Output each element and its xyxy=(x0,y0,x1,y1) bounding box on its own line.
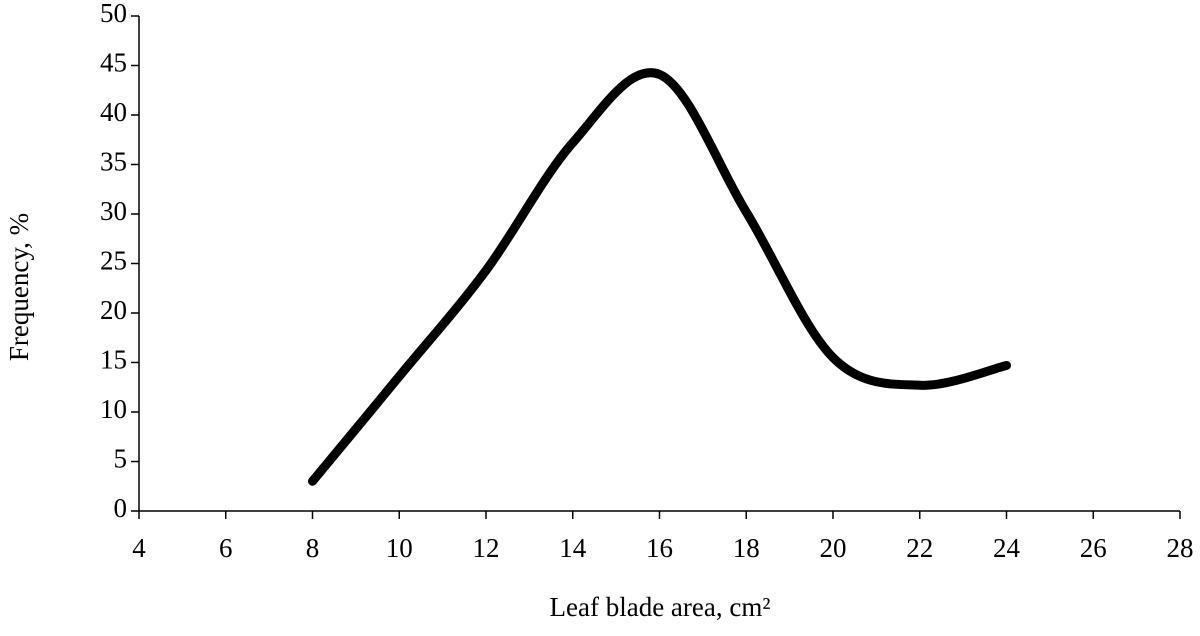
x-tick-label: 18 xyxy=(733,533,760,563)
y-tick-label: 35 xyxy=(100,147,127,177)
x-tick-label: 6 xyxy=(219,533,233,563)
y-tick-label: 30 xyxy=(100,196,127,226)
y-tick-label: 25 xyxy=(100,246,127,276)
y-tick-label: 40 xyxy=(100,97,127,127)
x-tick-label: 24 xyxy=(993,533,1021,563)
x-tick-label: 26 xyxy=(1080,533,1107,563)
x-tick-label: 16 xyxy=(646,533,673,563)
x-tick-label: 8 xyxy=(306,533,320,563)
x-tick-label: 22 xyxy=(906,533,933,563)
y-tick-label: 20 xyxy=(100,295,127,325)
y-tick-label: 45 xyxy=(100,48,127,78)
x-tick-label: 4 xyxy=(132,533,146,563)
y-tick-label: 5 xyxy=(114,444,128,474)
x-tick-label: 20 xyxy=(820,533,847,563)
y-tick-label: 10 xyxy=(100,394,127,424)
line xyxy=(308,68,1011,486)
x-axis-label: Leaf blade area, cm² xyxy=(550,592,771,622)
x-tick-label: 28 xyxy=(1167,533,1194,563)
y-tick-label: 15 xyxy=(100,345,127,375)
x-tick-label: 12 xyxy=(473,533,500,563)
x-tick-label: 14 xyxy=(559,533,587,563)
y-tick-label: 0 xyxy=(114,493,128,523)
y-tick-label: 50 xyxy=(100,0,127,28)
y-axis-label: Frequency, % xyxy=(4,213,34,361)
x-tick-label: 10 xyxy=(386,533,413,563)
